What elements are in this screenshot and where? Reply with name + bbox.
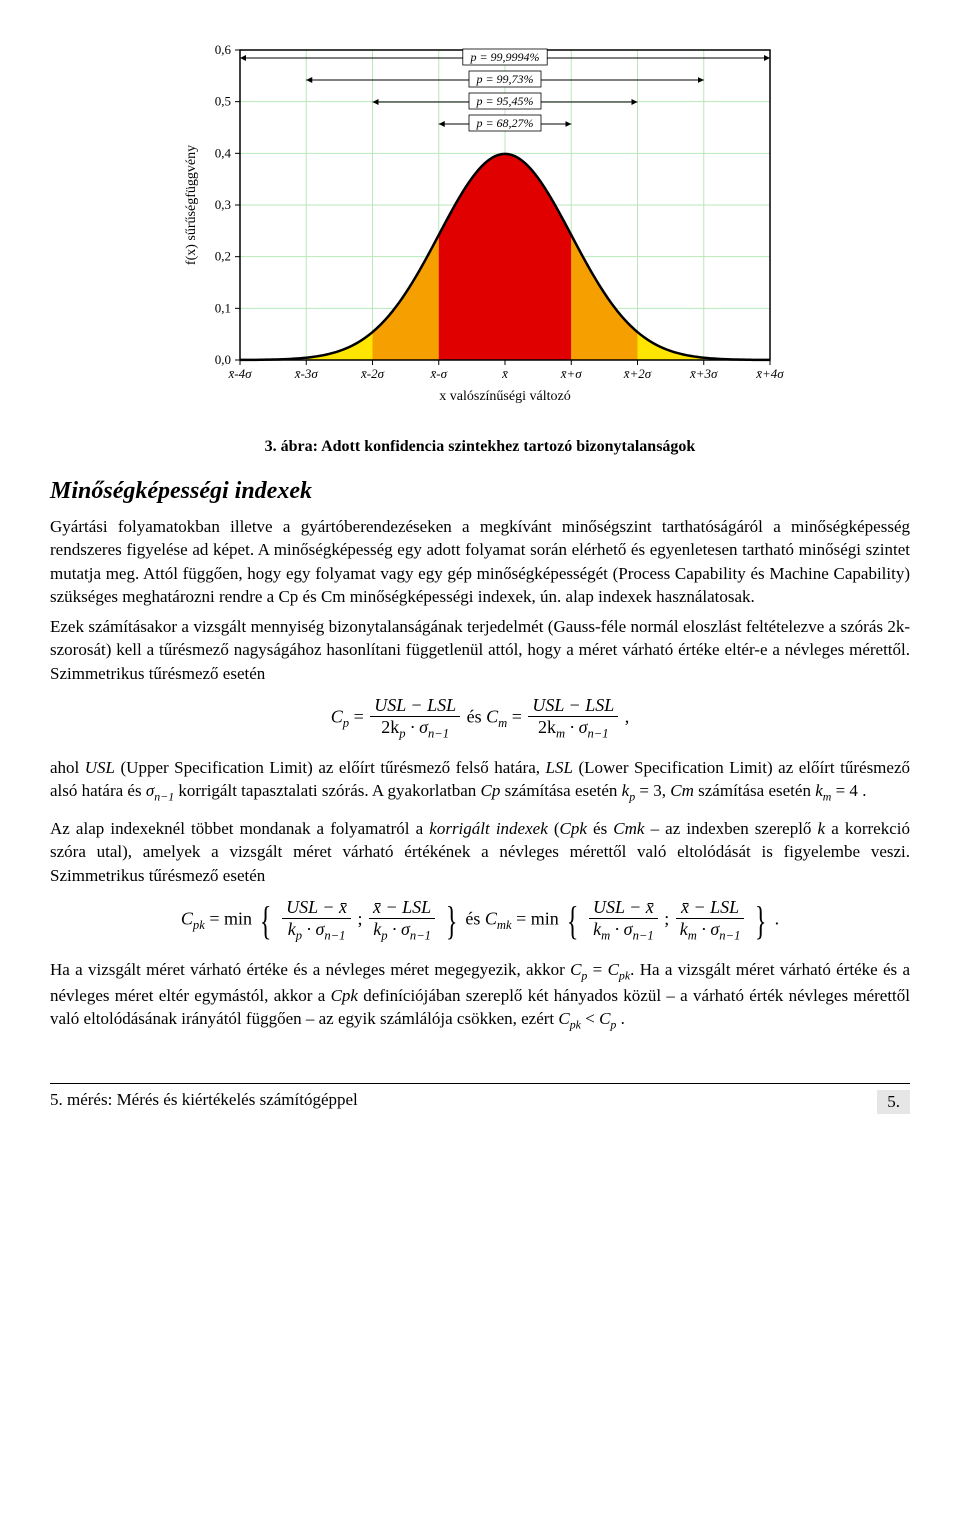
svg-text:x̄-3σ: x̄-3σ	[294, 366, 319, 381]
svg-text:x̄+4σ: x̄+4σ	[755, 366, 784, 381]
svg-text:f(x) sűrűségfüggvény: f(x) sűrűségfüggvény	[184, 145, 199, 265]
paragraph-4: Az alap indexeknél többet mondanak a fol…	[50, 817, 910, 887]
svg-text:x̄-4σ: x̄-4σ	[227, 366, 252, 381]
svg-text:x valószínűségi változó: x valószínűségi változó	[439, 389, 570, 404]
svg-text:x̄-σ: x̄-σ	[429, 366, 447, 381]
svg-text:0,5: 0,5	[215, 94, 231, 109]
svg-text:x̄+2σ: x̄+2σ	[623, 366, 652, 381]
svg-text:p = 99,73%: p = 99,73%	[475, 72, 533, 86]
svg-text:0,6: 0,6	[215, 42, 232, 57]
page-footer: 5. mérés: Mérés és kiértékelés számítógé…	[50, 1090, 910, 1114]
svg-text:p = 68,27%: p = 68,27%	[475, 116, 533, 130]
svg-text:p = 99,9994%: p = 99,9994%	[469, 50, 539, 64]
page-number: 5.	[877, 1090, 910, 1114]
svg-text:0,2: 0,2	[215, 249, 231, 264]
svg-text:0,1: 0,1	[215, 300, 231, 315]
formula-cpk-cmk: Cpk = min { USL − x̄ kp · σn−1 ; x̄ − LS…	[50, 897, 910, 944]
svg-text:x̄-2σ: x̄-2σ	[360, 366, 385, 381]
svg-text:0,4: 0,4	[215, 145, 232, 160]
figure-caption: 3. ábra: Adott konfidencia szintekhez ta…	[50, 438, 910, 456]
svg-text:x̄+σ: x̄+σ	[560, 366, 583, 381]
svg-text:x̄: x̄	[501, 366, 508, 381]
chart-svg: 0,0 0,1 0,2 0,3 0,4 0,5 0,6 x̄-4σ x̄-3σ x̄-2σ x̄-σ…	[170, 40, 790, 420]
footer-title: 5. mérés: Mérés és kiértékelés számítógé…	[50, 1090, 358, 1114]
section-heading: Minőségképességi indexek	[50, 478, 910, 505]
paragraph-5: Ha a vizsgált méret várható értéke és a …	[50, 958, 910, 1033]
paragraph-3: ahol USL (Upper Specification Limit) az …	[50, 756, 910, 805]
formula-cp-cm: Cp = USL − LSL 2kp · σn−1 és Cm = USL − …	[50, 695, 910, 742]
svg-text:x̄+3σ: x̄+3σ	[689, 366, 718, 381]
svg-text:p = 95,45%: p = 95,45%	[475, 94, 533, 108]
paragraph-1: Gyártási folyamatokban illetve a gyártób…	[50, 515, 910, 609]
paragraph-2: Ezek számításakor a vizsgált mennyiség b…	[50, 615, 910, 685]
svg-text:0,3: 0,3	[215, 197, 231, 212]
svg-text:0,0: 0,0	[215, 352, 231, 367]
normal-distribution-chart: 0,0 0,1 0,2 0,3 0,4 0,5 0,6 x̄-4σ x̄-3σ x̄-2σ x̄-σ…	[50, 40, 910, 420]
footer-rule	[50, 1083, 910, 1084]
